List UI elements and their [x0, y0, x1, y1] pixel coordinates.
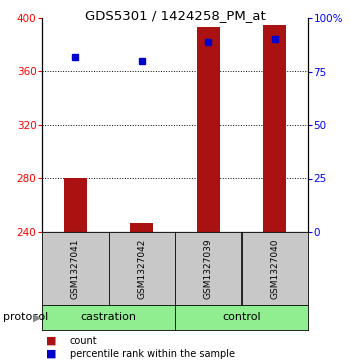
Text: GDS5301 / 1424258_PM_at: GDS5301 / 1424258_PM_at	[85, 9, 265, 22]
Text: ▶: ▶	[33, 313, 42, 322]
Text: GSM1327039: GSM1327039	[204, 238, 213, 299]
Text: ■: ■	[46, 349, 56, 359]
Bar	[130, 223, 153, 232]
Text: ■: ■	[46, 336, 56, 346]
Bar	[263, 25, 286, 232]
Text: control: control	[222, 313, 261, 322]
Text: GSM1327042: GSM1327042	[137, 238, 146, 299]
Bar	[197, 27, 220, 232]
Text: GSM1327041: GSM1327041	[71, 238, 80, 299]
Text: protocol: protocol	[4, 313, 49, 322]
Text: GSM1327040: GSM1327040	[270, 238, 279, 299]
Bar	[64, 179, 87, 232]
Text: count: count	[70, 336, 98, 346]
Text: castration: castration	[80, 313, 136, 322]
Text: percentile rank within the sample: percentile rank within the sample	[70, 349, 235, 359]
